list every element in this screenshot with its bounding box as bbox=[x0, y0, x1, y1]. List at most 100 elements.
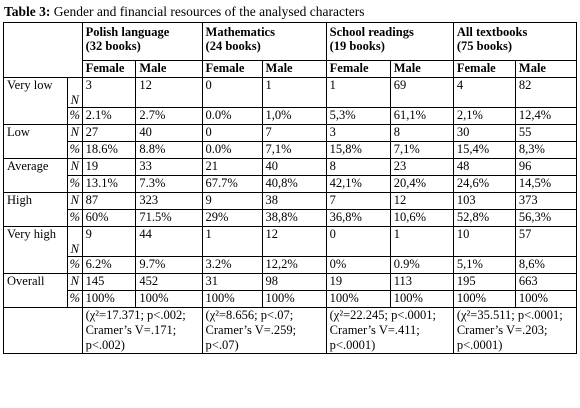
group-header: School readings (19 books) bbox=[325, 22, 454, 61]
n-value: 69 bbox=[389, 77, 454, 108]
subheader-row: Female Male Female Male Female Male Female Male bbox=[4, 60, 578, 78]
n-value: 1 bbox=[261, 77, 327, 108]
n-row: High N 87 323 9 38 7 12 103 373 bbox=[2, 192, 578, 227]
pct-value: 100% bbox=[389, 290, 454, 308]
pct-value: 2,1% bbox=[452, 107, 516, 125]
stat-label: N bbox=[67, 124, 83, 142]
pct-value: 100% bbox=[325, 290, 391, 308]
stat-label: N bbox=[67, 192, 83, 210]
row-label: Average bbox=[2, 158, 69, 193]
n-value: 113 bbox=[389, 273, 454, 291]
group-name: Mathematics bbox=[205, 25, 275, 39]
pct-row: % 100% 100% 100% 100% 100% 100% 100% 100% bbox=[4, 290, 578, 308]
pct-value: 7.3% bbox=[135, 175, 203, 193]
pct-value: 0.9% bbox=[389, 256, 454, 274]
n-value: 55 bbox=[514, 124, 578, 142]
n-value: 3 bbox=[325, 124, 391, 142]
header-row: Polish language (32 books) Mathematics (24 … bbox=[3, 22, 578, 78]
n-value: 23 bbox=[389, 158, 454, 176]
stat-label: N bbox=[67, 226, 83, 257]
n-value: 9 bbox=[201, 192, 263, 210]
pct-value: 61,1% bbox=[389, 107, 454, 125]
gender-header: Male bbox=[135, 60, 203, 78]
pct-value: 8.8% bbox=[135, 141, 203, 159]
title-label: Table 3: bbox=[4, 4, 51, 19]
test-result: (χ²=8.656; p<.07; Cramer’s V=.259; p<.07… bbox=[201, 307, 327, 354]
gender-header: Female bbox=[201, 60, 263, 78]
group-books: (19 books) bbox=[329, 39, 385, 53]
n-value: 10 bbox=[452, 226, 516, 257]
pct-value: 36,8% bbox=[325, 209, 391, 227]
pct-value: 100% bbox=[135, 290, 203, 308]
pct-value: 5,3% bbox=[325, 107, 391, 125]
n-value: 12 bbox=[389, 192, 454, 210]
n-value: 12 bbox=[261, 226, 327, 257]
test-result: (χ²=35.511; p<.0001; Cramer’s V=.203; p<… bbox=[452, 307, 578, 354]
n-value: 31 bbox=[201, 273, 263, 291]
n-value: 27 bbox=[81, 124, 137, 142]
n-value: 96 bbox=[514, 158, 578, 176]
pct-value: 38,8% bbox=[261, 209, 327, 227]
stat-label: % bbox=[67, 175, 83, 193]
pct-value: 15,4% bbox=[452, 141, 516, 159]
group-header: All textbooks (75 books) bbox=[452, 22, 578, 61]
stat-label: N bbox=[67, 158, 83, 176]
stat-label: N bbox=[67, 273, 83, 291]
n-value: 30 bbox=[452, 124, 516, 142]
n-value: 0 bbox=[201, 77, 263, 108]
n-value: 82 bbox=[514, 77, 578, 108]
pct-value: 0.0% bbox=[201, 107, 263, 125]
blank-cell bbox=[3, 307, 83, 354]
pct-value: 40,8% bbox=[261, 175, 327, 193]
pct-value: 100% bbox=[514, 290, 578, 308]
gender-header: Female bbox=[81, 60, 137, 78]
pct-value: 52,8% bbox=[452, 209, 516, 227]
pct-value: 56,3% bbox=[514, 209, 578, 227]
stat-label: % bbox=[67, 256, 83, 274]
pct-value: 8,6% bbox=[514, 256, 578, 274]
gender-header: Female bbox=[452, 60, 516, 78]
gender-header: Male bbox=[389, 60, 454, 78]
title-text: Gender and financial resources of the an… bbox=[53, 4, 365, 19]
n-value: 7 bbox=[325, 192, 391, 210]
pct-value: 6.2% bbox=[81, 256, 137, 274]
n-value: 1 bbox=[325, 77, 391, 108]
pct-value: 67.7% bbox=[201, 175, 263, 193]
gender-header: Female bbox=[325, 60, 391, 78]
n-value: 0 bbox=[201, 124, 263, 142]
n-value: 145 bbox=[81, 273, 137, 291]
n-value: 663 bbox=[514, 273, 578, 291]
row-label: Overall bbox=[2, 273, 69, 308]
pct-value: 2.1% bbox=[81, 107, 137, 125]
group-books: (75 books) bbox=[456, 39, 513, 53]
n-value: 4 bbox=[452, 77, 516, 108]
group-name: School readings bbox=[329, 25, 414, 39]
pct-value: 10,6% bbox=[389, 209, 454, 227]
pct-value: 3.2% bbox=[201, 256, 263, 274]
stat-label: % bbox=[67, 107, 83, 125]
pct-value: 100% bbox=[452, 290, 516, 308]
group-name: All textbooks bbox=[456, 25, 528, 39]
pct-value: 24,6% bbox=[452, 175, 516, 193]
n-value: 48 bbox=[452, 158, 516, 176]
pct-value: 100% bbox=[261, 290, 327, 308]
gender-header: Male bbox=[514, 60, 578, 78]
n-value: 40 bbox=[135, 124, 203, 142]
n-value: 1 bbox=[389, 226, 454, 257]
table-title: Table 3: Gender and financial resources … bbox=[0, 0, 580, 22]
pct-value: 42,1% bbox=[325, 175, 391, 193]
pct-row: % 2.1% 2.7% 0.0% 1,0% 5,3% 61,1% 2,1% 12,4% bbox=[4, 107, 578, 125]
blank-cell bbox=[3, 22, 83, 78]
n-value: 98 bbox=[261, 273, 327, 291]
gender-header: Male bbox=[261, 60, 327, 78]
group-books: (32 books) bbox=[85, 39, 141, 53]
n-row: Very high N 9 44 1 12 0 1 10 57 bbox=[2, 226, 578, 274]
n-value: 19 bbox=[325, 273, 391, 291]
n-row: Very low N 3 12 0 1 1 69 4 82 bbox=[2, 77, 578, 125]
n-value: 44 bbox=[135, 226, 203, 257]
pct-row: % 60% 71.5% 29% 38,8% 36,8% 10,6% 52,8% 56,3% bbox=[4, 209, 578, 227]
data-table: Polish language (32 books) Mathematics (24 … bbox=[2, 22, 578, 354]
pct-value: 7,1% bbox=[389, 141, 454, 159]
stat-label: % bbox=[67, 141, 83, 159]
n-value: 40 bbox=[261, 158, 327, 176]
